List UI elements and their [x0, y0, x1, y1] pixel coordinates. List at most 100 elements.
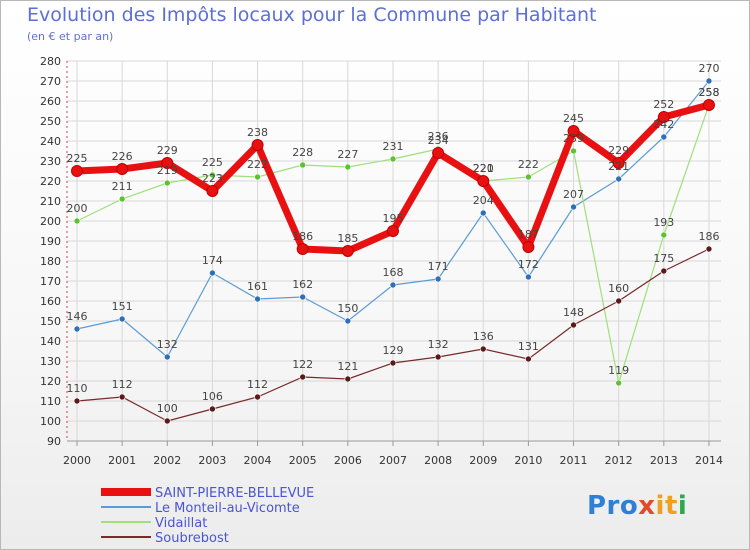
- data-point: [344, 317, 352, 325]
- legend-label: Le Monteil-au-Vicomte: [155, 501, 300, 516]
- data-label: 162: [292, 278, 313, 291]
- data-label: 238: [247, 126, 268, 139]
- data-point: [705, 77, 713, 85]
- data-point: [705, 245, 713, 253]
- y-tick-label: 170: [40, 275, 61, 288]
- data-label: 222: [518, 158, 539, 171]
- data-label: 112: [247, 378, 268, 391]
- x-tick-label: 2010: [514, 454, 542, 467]
- legend-label: SAINT-PIERRE-BELLEVUE: [155, 486, 314, 501]
- data-label: 151: [112, 300, 133, 313]
- data-label: 185: [337, 232, 358, 245]
- data-label: 222: [247, 158, 268, 171]
- data-point: [163, 179, 171, 187]
- data-point: [299, 161, 307, 169]
- data-point: [254, 295, 261, 303]
- data-point: [570, 147, 577, 155]
- logo-part-1: Pro: [587, 491, 639, 521]
- data-label: 150: [337, 302, 358, 315]
- data-point: [567, 125, 580, 137]
- data-point: [161, 157, 174, 169]
- data-point: [296, 243, 309, 255]
- data-point: [477, 175, 490, 187]
- data-point: [702, 99, 715, 111]
- data-point: [434, 353, 442, 361]
- data-point: [389, 281, 397, 289]
- x-tick-label: 2004: [244, 454, 272, 467]
- data-point: [163, 417, 171, 425]
- data-point: [73, 397, 81, 405]
- data-label: 168: [382, 266, 403, 279]
- data-label: 200: [67, 202, 88, 215]
- data-point: [73, 217, 81, 225]
- data-point: [570, 321, 577, 329]
- data-label: 132: [428, 338, 449, 351]
- data-label: 220: [473, 162, 494, 175]
- data-point: [73, 325, 81, 333]
- data-label: 227: [337, 148, 358, 161]
- data-label: 239: [563, 132, 584, 145]
- data-label: 236: [428, 130, 449, 143]
- data-label: 175: [653, 252, 674, 265]
- data-label: 112: [112, 378, 133, 391]
- data-point: [525, 173, 532, 181]
- y-tick-label: 90: [47, 435, 61, 448]
- data-label: 225: [67, 152, 88, 165]
- data-label: 148: [563, 306, 584, 319]
- data-point: [660, 231, 668, 239]
- data-point: [341, 245, 354, 257]
- y-tick-label: 150: [40, 315, 61, 328]
- data-point: [615, 175, 622, 183]
- data-label: 211: [112, 180, 133, 193]
- y-tick-label: 220: [40, 175, 61, 188]
- x-tick-label: 2005: [289, 454, 317, 467]
- y-tick-label: 100: [40, 415, 61, 428]
- data-point: [209, 269, 216, 277]
- grid: [67, 60, 721, 442]
- data-point: [386, 225, 399, 237]
- data-label: 258: [698, 86, 719, 99]
- data-label: 245: [563, 112, 584, 125]
- logo-part-3: it: [655, 491, 678, 521]
- data-label: 193: [653, 216, 674, 229]
- data-label: 160: [608, 282, 629, 295]
- data-label: 106: [202, 390, 223, 403]
- logo-part-4: i: [677, 491, 688, 521]
- data-label: 221: [608, 160, 629, 173]
- x-tick-label: 2001: [108, 454, 136, 467]
- y-tick-label: 120: [40, 375, 61, 388]
- data-point: [389, 155, 397, 163]
- axes: 90 100 110 120 130 140 150 160 170 180 190 200 210 22…: [40, 55, 723, 467]
- data-point: [615, 379, 622, 387]
- legend-label: Vidaillat: [155, 516, 207, 531]
- data-point: [344, 375, 352, 383]
- data-point: [434, 275, 442, 283]
- data-label: 228: [292, 146, 313, 159]
- data-label: 204: [473, 194, 494, 207]
- data-label: 258: [698, 86, 719, 99]
- data-label: 146: [67, 310, 88, 323]
- data-point: [660, 267, 668, 275]
- data-point: [71, 165, 83, 177]
- y-tick-label: 190: [40, 235, 61, 248]
- data-label: 161: [247, 280, 268, 293]
- data-point: [570, 203, 577, 211]
- data-label: 131: [518, 340, 539, 353]
- chart-title: Evolution des Impôts locaux pour la Comm…: [27, 4, 597, 26]
- data-label: 186: [292, 230, 313, 243]
- data-label: 121: [337, 360, 358, 373]
- data-label: 234: [428, 134, 449, 147]
- data-label: 129: [382, 344, 403, 357]
- data-point: [209, 171, 216, 179]
- data-point: [118, 195, 126, 203]
- proxiti-logo: Proxiti: [587, 491, 687, 521]
- data-point: [657, 111, 670, 123]
- data-label: 110: [67, 382, 88, 395]
- y-tick-label: 140: [40, 335, 61, 348]
- x-tick-label: 2009: [469, 454, 497, 467]
- legend-label: Soubrebost: [155, 531, 229, 546]
- x-tick-label: 2003: [198, 454, 226, 467]
- data-point: [660, 133, 668, 141]
